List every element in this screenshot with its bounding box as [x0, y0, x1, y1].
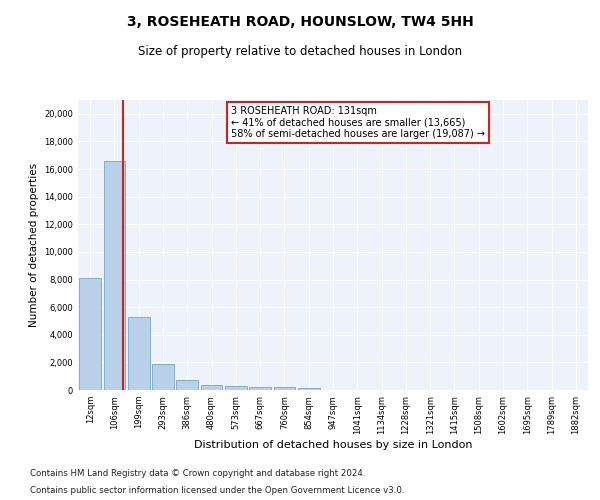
Text: Size of property relative to detached houses in London: Size of property relative to detached ho… [138, 45, 462, 58]
Bar [104, 162, 125, 390]
Text: Contains HM Land Registry data © Crown copyright and database right 2024.: Contains HM Land Registry data © Crown c… [30, 468, 365, 477]
Y-axis label: Number of detached properties: Number of detached properties [29, 163, 38, 327]
Text: Contains public sector information licensed under the Open Government Licence v3: Contains public sector information licen… [30, 486, 404, 495]
X-axis label: Distribution of detached houses by size in London: Distribution of detached houses by size … [194, 440, 472, 450]
Bar [79, 278, 101, 390]
Bar [274, 388, 295, 390]
Bar [152, 364, 174, 390]
Text: 3, ROSEHEATH ROAD, HOUNSLOW, TW4 5HH: 3, ROSEHEATH ROAD, HOUNSLOW, TW4 5HH [127, 15, 473, 29]
Bar [176, 380, 198, 390]
Bar [200, 385, 223, 390]
Bar [128, 317, 149, 390]
Bar [225, 386, 247, 390]
Bar [298, 388, 320, 390]
Bar [249, 387, 271, 390]
Text: 3 ROSEHEATH ROAD: 131sqm
← 41% of detached houses are smaller (13,665)
58% of se: 3 ROSEHEATH ROAD: 131sqm ← 41% of detach… [231, 106, 485, 139]
